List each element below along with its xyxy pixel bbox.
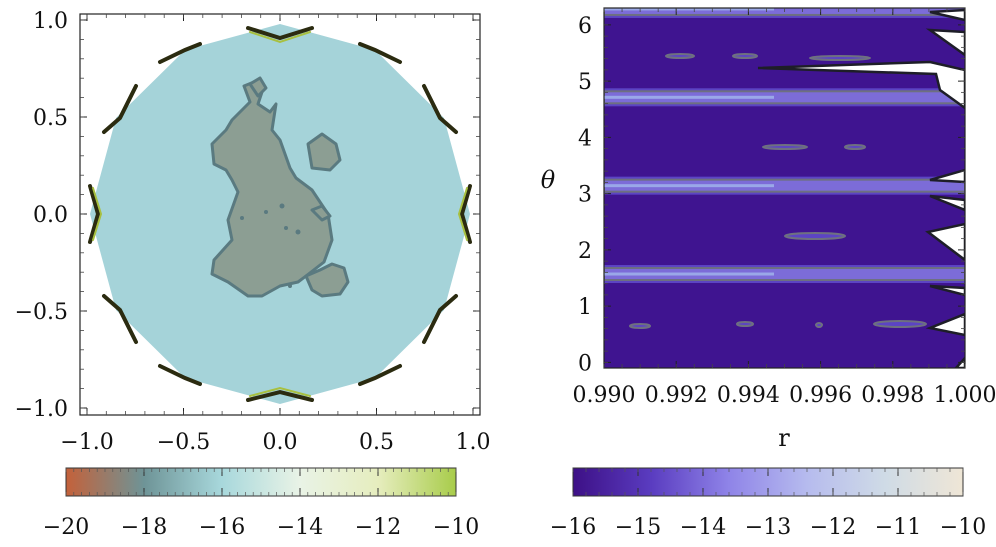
left-colorbar-tick-label: −12 bbox=[355, 515, 401, 540]
right-xtick-label: 0.992 bbox=[645, 383, 708, 408]
left-colorbar-gradient bbox=[65, 467, 457, 497]
left-colorbar: −20 −18 −16 −14 −12 −10 bbox=[43, 467, 479, 540]
disk-edge-features bbox=[88, 26, 472, 402]
theta-band-core bbox=[604, 184, 774, 188]
right-xaxis-label: r bbox=[778, 424, 790, 452]
contour-islands bbox=[629, 53, 927, 329]
left-colorbar-ticks bbox=[65, 468, 457, 496]
left-contour-plot: −1.0 −0.5 0.0 0.5 1.0 −1.0 −0.5 0.0 0.5 1.0 bbox=[15, 9, 491, 455]
right-ytick-label: 3 bbox=[578, 183, 592, 208]
right-colorbar-tick-label: −14 bbox=[680, 515, 726, 540]
left-colorbar-tick-label: −14 bbox=[277, 515, 323, 540]
left-ytick-label: 0.5 bbox=[33, 106, 68, 131]
left-colorbar-tick-label: −10 bbox=[433, 515, 479, 540]
theta-band bbox=[604, 90, 965, 105]
right-colorbar-labels: −16 −15 −14 −13 −12 −11 −10 bbox=[550, 515, 986, 540]
right-colorbar-tick-label: −12 bbox=[810, 515, 856, 540]
left-axis-tick-labels: −1.0 −0.5 0.0 0.5 1.0 −1.0 −0.5 0.0 0.5 1.0 bbox=[15, 9, 491, 455]
theta-band-core bbox=[604, 95, 774, 99]
theta-band bbox=[604, 178, 965, 193]
left-ytick-label: −0.5 bbox=[15, 300, 68, 325]
right-xtick-label: 0.998 bbox=[861, 383, 924, 408]
theta-band-core bbox=[604, 8, 774, 11]
right-ytick-label: 1 bbox=[578, 295, 592, 320]
left-xtick-label: 0.5 bbox=[359, 430, 394, 455]
left-colorbar-tick-label: −20 bbox=[43, 515, 89, 540]
right-ytick-label: 2 bbox=[578, 239, 592, 264]
left-colorbar-labels: −20 −18 −16 −14 −12 −10 bbox=[43, 515, 479, 540]
right-colorbar-ticks bbox=[572, 468, 964, 496]
right-ytick-label: 6 bbox=[578, 14, 592, 39]
right-yaxis-label: θ bbox=[541, 166, 556, 194]
low-value-spots bbox=[240, 203, 301, 288]
right-xtick-label: 1.000 bbox=[934, 383, 996, 408]
right-colorbar-tick-label: −15 bbox=[615, 515, 661, 540]
left-xtick-label: 1.0 bbox=[456, 430, 491, 455]
right-colorbar: −16 −15 −14 −13 −12 −11 −10 bbox=[550, 467, 986, 540]
edge-wedges bbox=[757, 8, 965, 368]
right-xtick-label: 0.996 bbox=[789, 383, 852, 408]
theta-band-core bbox=[604, 272, 774, 276]
left-ytick-label: 0.0 bbox=[33, 203, 68, 228]
right-ytick-label: 5 bbox=[578, 70, 592, 95]
right-xtick-label: 0.990 bbox=[573, 383, 636, 408]
right-colorbar-tick-label: −10 bbox=[940, 515, 986, 540]
right-ytick-label: 4 bbox=[578, 126, 592, 151]
right-xtick-label: 0.994 bbox=[717, 383, 780, 408]
left-axis-ticks bbox=[80, 14, 480, 415]
disk-edge-glow bbox=[92, 31, 468, 397]
left-xtick-label: −0.5 bbox=[157, 430, 210, 455]
left-colorbar-tick-label: −18 bbox=[121, 515, 167, 540]
left-xtick-label: 0.0 bbox=[263, 430, 298, 455]
theta-band bbox=[604, 267, 965, 282]
right-ytick-label: 0 bbox=[578, 351, 592, 376]
right-axis-ticks bbox=[603, 8, 966, 368]
left-ytick-label: −1.0 bbox=[15, 397, 68, 422]
left-colorbar-tick-label: −16 bbox=[199, 515, 245, 540]
left-xtick-label: −1.0 bbox=[60, 430, 113, 455]
right-colorbar-tick-label: −13 bbox=[745, 515, 791, 540]
left-ytick-label: 1.0 bbox=[33, 9, 68, 34]
right-colorbar-tick-label: −11 bbox=[875, 515, 921, 540]
low-value-regions bbox=[210, 76, 350, 298]
right-axis-tick-labels: 0.990 0.992 0.994 0.996 0.998 1.000 0 1 2 3 4 5 6 bbox=[573, 14, 996, 408]
right-colorbar-tick-label: −16 bbox=[550, 515, 596, 540]
